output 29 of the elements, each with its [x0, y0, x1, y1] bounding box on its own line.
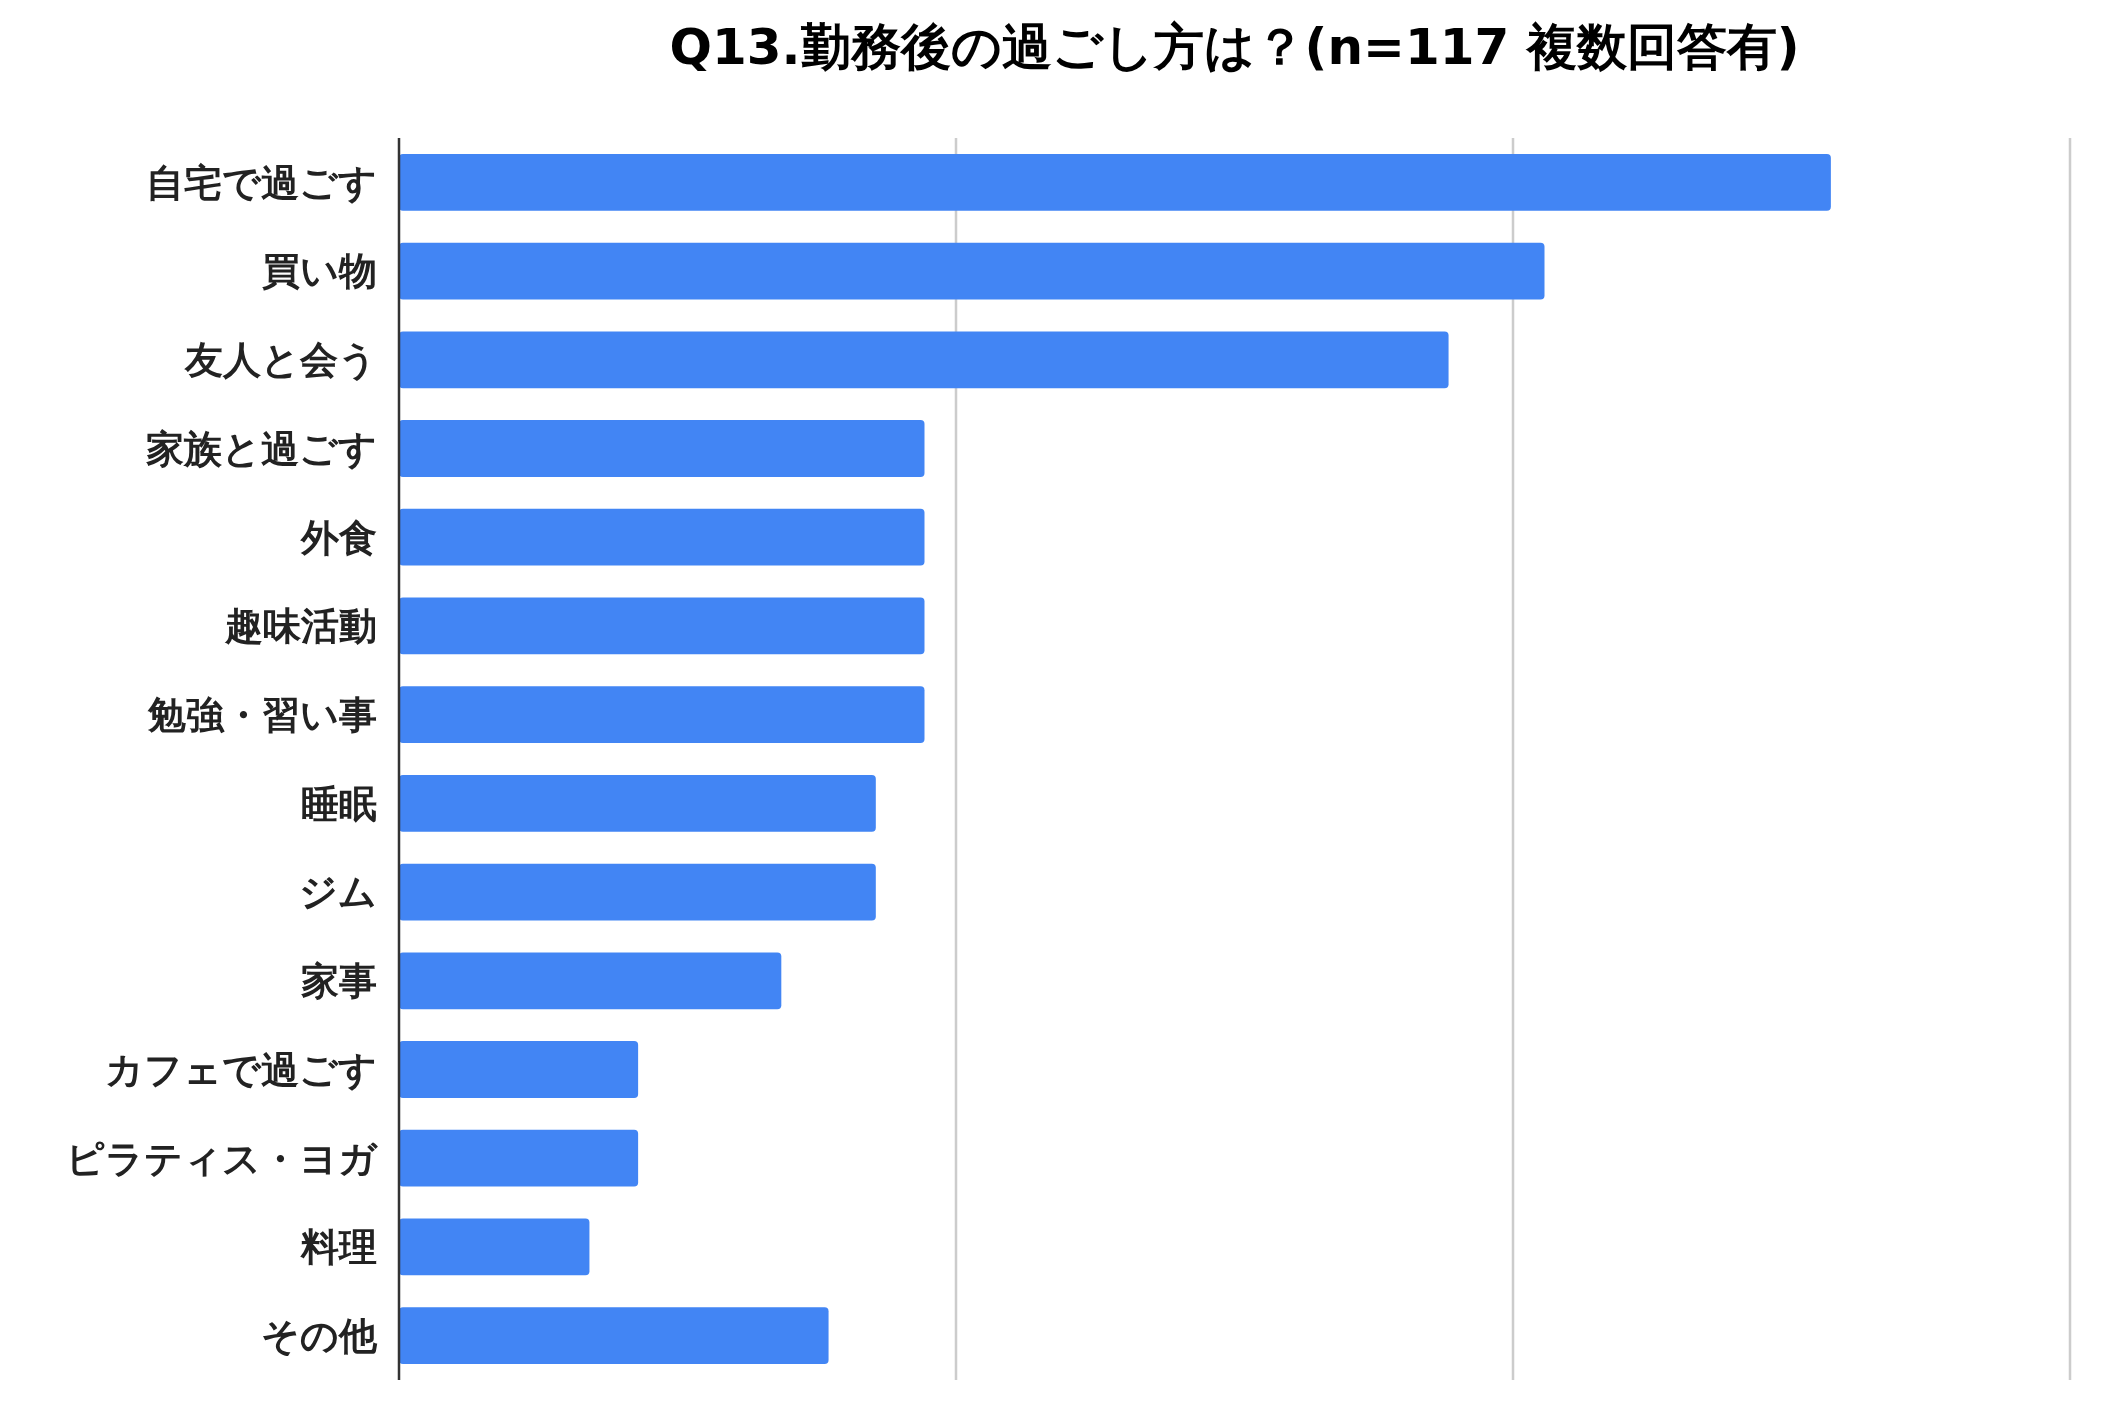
y-tick-label: 料理: [300, 1225, 377, 1270]
chart-title: Q13.勤務後の過ごし方は？(n=117 複数回答有): [669, 18, 1800, 76]
y-tick-label: ピラティス・ヨガ: [66, 1136, 379, 1181]
y-tick-label: 外食: [300, 515, 377, 560]
bar: [399, 597, 925, 655]
y-tick-label: 家事: [301, 959, 377, 1004]
y-tick-label: 自宅で過ごす: [146, 160, 377, 205]
bar: [399, 242, 1545, 300]
y-tick-label: 趣味活動: [224, 604, 377, 649]
y-tick-label: その他: [261, 1313, 378, 1358]
y-tick-label: カフェで過ごす: [105, 1047, 377, 1092]
bar: [399, 331, 1449, 389]
bar: [399, 774, 876, 832]
bar: [399, 1129, 639, 1187]
y-tick-label: 買い物: [262, 249, 377, 294]
bar: [399, 1307, 829, 1365]
bar: [399, 952, 782, 1010]
y-tick-label: 睡眠: [301, 781, 377, 826]
bar: [399, 1041, 639, 1098]
bar: [399, 1218, 590, 1276]
y-tick-label: 勉強・習い事: [147, 692, 377, 737]
bar: [399, 153, 1831, 211]
bar: [399, 508, 925, 566]
bar: [399, 686, 925, 744]
bar: [399, 420, 925, 477]
y-tick-label: 友人と会う: [184, 338, 377, 383]
y-tick-label: ジム: [299, 870, 377, 915]
bar: [399, 863, 876, 921]
y-tick-label: 家族と過ごす: [146, 426, 377, 471]
